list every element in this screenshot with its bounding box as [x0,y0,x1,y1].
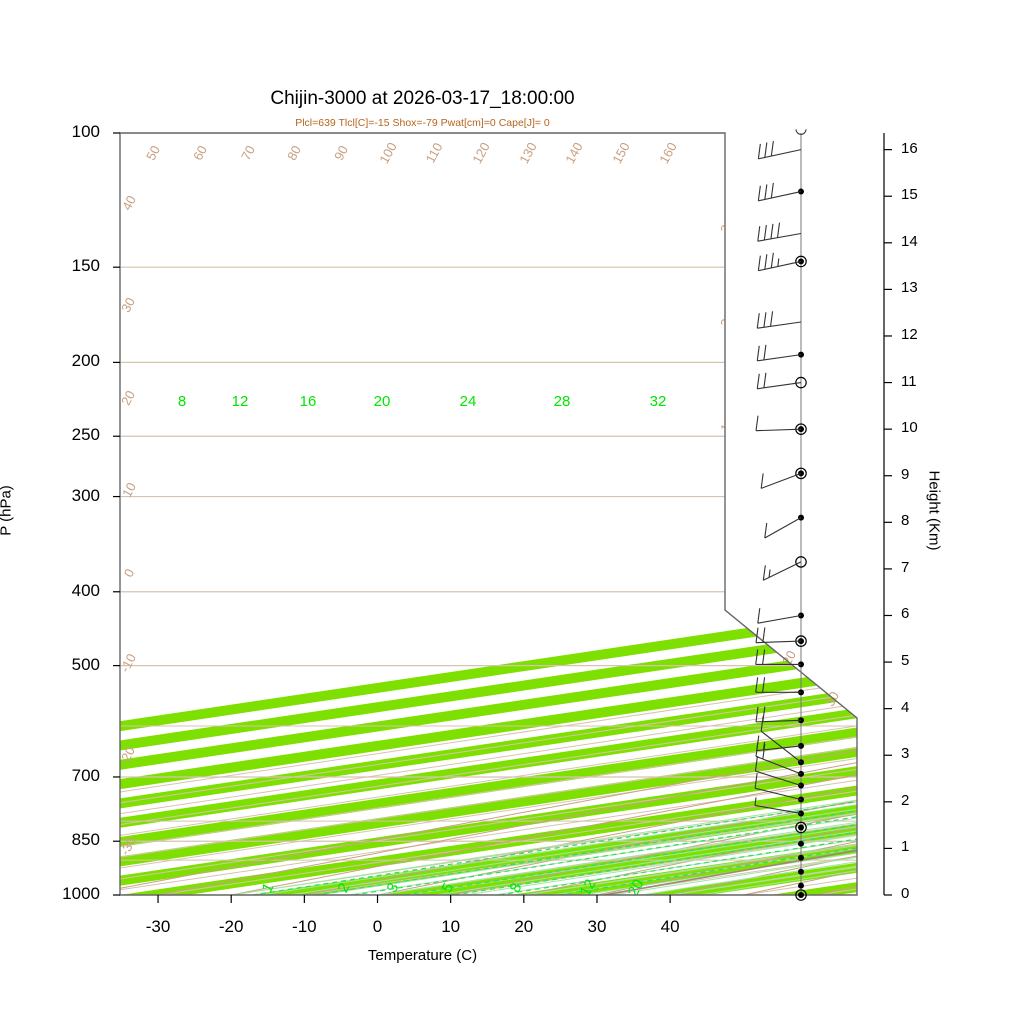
pressure-tick-label: 250 [71,425,100,445]
chart-inline-label: 30 [717,216,737,236]
chart-inline-label: 12 [232,393,249,410]
chart-inline-label: 120 [469,140,492,166]
height-tick-label: 6 [901,605,910,623]
chart-inline-label: 130 [516,140,539,166]
height-tick-label: 14 [901,232,918,250]
temperature-tick-label: 0 [372,917,383,936]
height-tick-label: 7 [901,558,910,576]
temperature-tick-label: -10 [292,917,317,936]
wind-barb-column [754,129,807,901]
chart-inline-label: 20 [717,310,737,330]
chart-inline-label: 28 [554,393,571,410]
chart-inline-label: 8 [178,393,186,410]
pressure-tick-label: 500 [71,654,100,674]
pressure-tick-label: 700 [71,765,100,785]
chart-inline-label: 110 [423,140,446,165]
chart-inline-label: 16 [300,393,317,410]
pressure-tick-label: 200 [71,351,100,371]
chart-inline-label: 10 [119,480,139,500]
x-axis-label: Temperature (C) [367,947,478,964]
height-tick-label: 4 [901,698,910,716]
height-tick-label: 3 [901,745,910,763]
height-tick-label: 15 [901,186,918,204]
chart-inline-label: 20 [374,393,391,410]
sounding-indices-subtitle: Plcl=639 Tlcl[C]=-15 Shox=-79 Pwat[cm]=0… [295,117,550,129]
chart-inline-label: 30 [118,295,138,315]
chart-inline-label: 160 [656,140,679,166]
height-tick-label: 10 [901,419,918,437]
chart-inline-label: 80 [284,143,304,163]
height-tick-label: 8 [901,512,910,530]
height-tick-label: 5 [901,652,910,670]
chart-inline-label: -10 [727,586,749,610]
height-tick-label: 2 [901,791,910,809]
height-tick-label: 12 [901,325,918,343]
height-tick-label: 0 [901,885,910,902]
temperature-tick-label: -20 [218,917,244,936]
chart-inline-label: 90 [331,143,351,163]
pressure-tick-label: 850 [71,830,100,850]
pressure-tick-label: 300 [71,485,100,505]
chart-inline-label: 10 [717,415,737,435]
temperature-tick-label: 10 [441,917,461,936]
chart-inline-label: 24 [460,393,477,410]
pressure-tick-label: 100 [71,122,100,141]
chart-inline-label: 100 [376,140,399,166]
chart-inline-label: 60 [190,143,210,163]
chart-inline-label: 0 [121,566,138,579]
height-tick-label: 1 [901,838,910,856]
chart-inline-label: 20 [779,648,799,668]
chart-inline-label: 70 [238,143,258,163]
temperature-tick-label: 30 [587,917,607,936]
temperature-tick-label: 40 [660,917,680,936]
chart-inline-label: 40 [119,193,139,213]
temperature-tick-label: 20 [514,917,534,936]
chart-inline-label: 50 [143,143,163,163]
height-tick-label: 9 [901,465,910,483]
pressure-tick-label: 1000 [62,884,100,903]
page-title: Chijin-3000 at 2026-03-17_18:00:00 [270,88,575,109]
chart-inline-label: 150 [609,140,632,166]
chart-inline-label: 140 [562,140,585,166]
chart-inline-label: 20 [118,388,138,408]
height-tick-label: 13 [901,279,918,297]
chart-inline-label: 32 [650,393,667,410]
height-tick-label: 11 [901,372,917,390]
pressure-tick-label: 150 [71,256,100,276]
pressure-tick-label: 400 [71,580,100,600]
temperature-tick-label: -30 [145,917,171,936]
height-tick-label: 16 [901,139,918,157]
